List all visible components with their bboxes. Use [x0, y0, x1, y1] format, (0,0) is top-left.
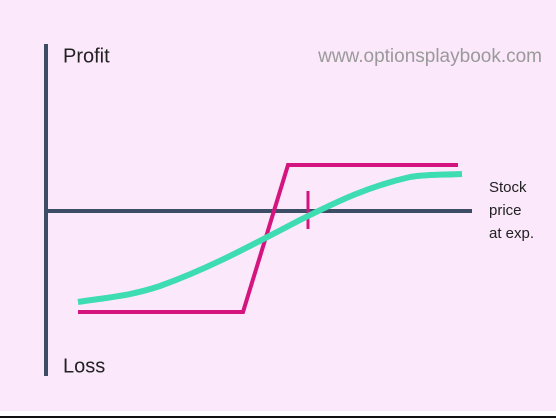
x-axis-label: price — [489, 202, 522, 219]
background — [0, 0, 556, 411]
payoff-before-expiration — [77, 171, 463, 305]
loss-label: Loss — [63, 355, 105, 377]
x-axis-label: at exp. — [489, 225, 534, 242]
profit-label: Profit — [63, 45, 110, 67]
x-axis-label: Stock — [489, 179, 527, 196]
watermark: www.optionsplaybook.com — [317, 46, 542, 67]
